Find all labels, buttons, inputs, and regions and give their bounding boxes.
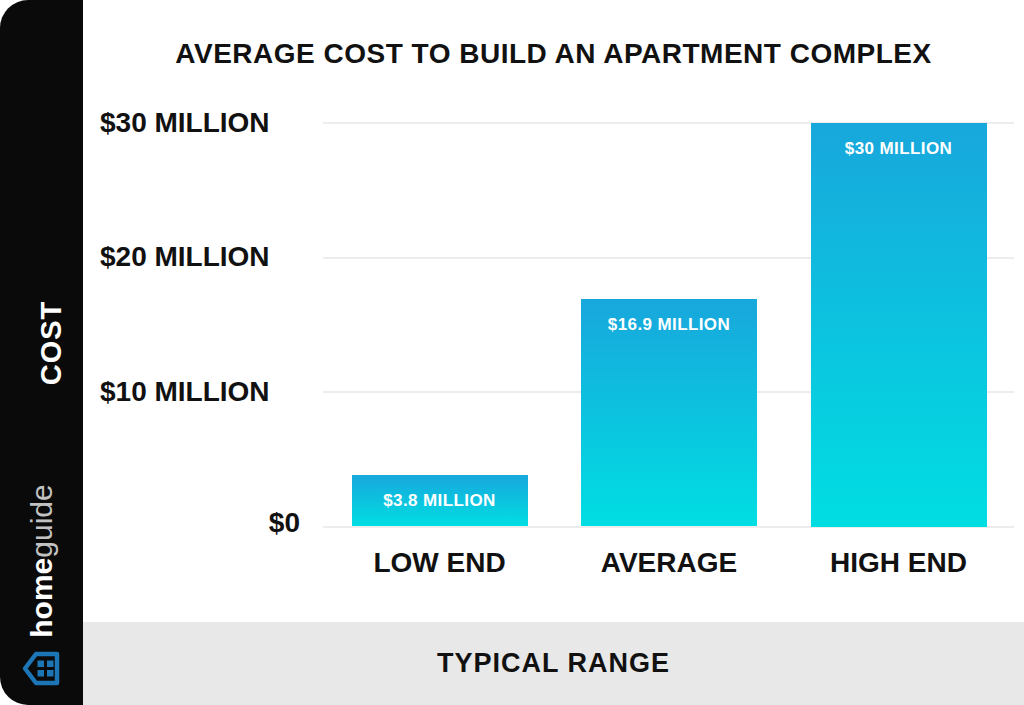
y-tick-label: $0 <box>96 507 300 539</box>
bar-high-end: $30 MILLION <box>811 123 987 527</box>
bar-value-label: $3.8 MILLION <box>352 491 528 511</box>
y-tick-label: $30 MILLION <box>100 107 310 139</box>
bar-value-label: $30 MILLION <box>811 139 987 159</box>
x-category-label: HIGH END <box>749 547 1024 579</box>
chart-title: AVERAGE COST TO BUILD AN APARTMENT COMPL… <box>83 38 1024 70</box>
brand-home: home <box>25 558 58 638</box>
chart-card: AVERAGE COST TO BUILD AN APARTMENT COMPL… <box>0 0 1024 705</box>
sidebar: COST homeguide <box>0 0 83 705</box>
x-axis-title: TYPICAL RANGE <box>437 648 670 679</box>
y-tick-label: $20 MILLION <box>100 241 310 273</box>
y-tick-label: $10 MILLION <box>100 376 310 408</box>
bar-low-end: $3.8 MILLION <box>352 475 528 526</box>
house-icon <box>22 651 60 687</box>
brand-logo-text: homeguide <box>25 484 59 637</box>
brand-guide: guide <box>25 484 58 557</box>
y-axis-title: COST <box>35 301 68 386</box>
x-axis-title-band: TYPICAL RANGE <box>83 622 1024 705</box>
bar-value-label: $16.9 MILLION <box>581 315 757 335</box>
bar-average: $16.9 MILLION <box>581 299 757 526</box>
